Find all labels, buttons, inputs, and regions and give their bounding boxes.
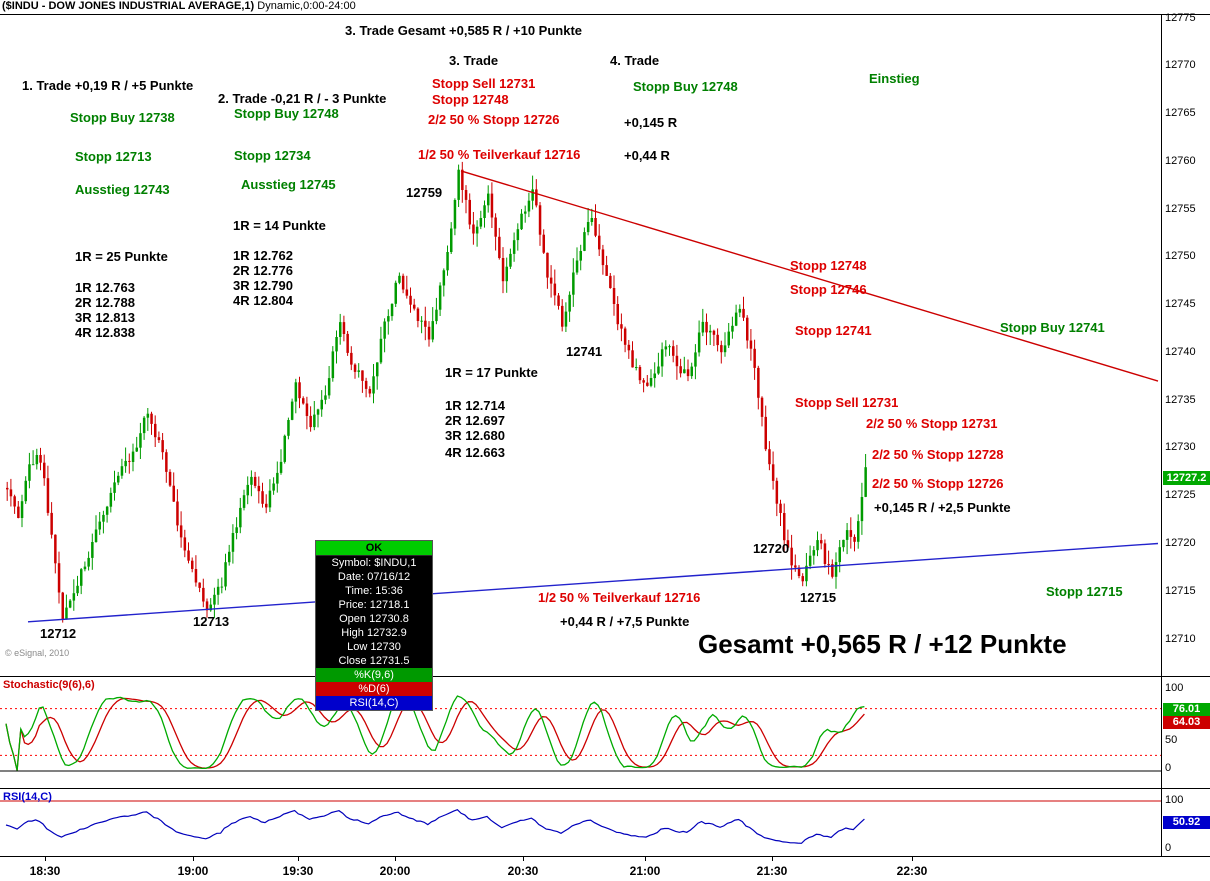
price-tick-label: 12715	[1165, 584, 1196, 597]
time-tick	[193, 857, 194, 861]
info-window-row: Close 12731.5	[338, 655, 410, 667]
main-chart-panel[interactable]	[0, 15, 1161, 676]
info-window-row: High 12732.9	[341, 627, 407, 639]
time-tick	[298, 857, 299, 861]
price-tick-label: 12740	[1165, 345, 1196, 358]
stochastic-chart[interactable]	[0, 677, 1161, 788]
stoch-scale-label: 100	[1165, 682, 1184, 694]
time-tick-label: 18:30	[29, 864, 61, 878]
info-window-row: Symbol: $INDU,1	[331, 557, 417, 569]
rsi-scale-label: 0	[1165, 842, 1172, 854]
info-window-k-row: %K(9,6)	[316, 668, 432, 682]
info-window-rsi-row: RSI(14,C)	[316, 696, 432, 710]
time-tick	[645, 857, 646, 861]
price-tick-label: 12720	[1165, 536, 1196, 549]
time-tick	[45, 857, 46, 861]
time-axis[interactable]: 18:30 19:00 19:30 20:00 20:30 21:00 21:30 22:30	[0, 857, 1210, 881]
time-tick	[912, 857, 913, 861]
price-tick-label: 12735	[1165, 393, 1196, 406]
price-tick-label: 12730	[1165, 441, 1196, 454]
price-tick-label: 12750	[1165, 250, 1196, 263]
stoch-scale-label: 50	[1165, 734, 1178, 746]
rsi-chart[interactable]	[0, 789, 1161, 856]
info-window-d-row: %D(6)	[316, 682, 432, 696]
rsi-panel[interactable]: RSI(14,C)	[0, 789, 1161, 856]
time-tick-label: 19:30	[282, 864, 314, 878]
chart-title-mode: Dynamic,0:00-24:00	[254, 0, 356, 12]
info-window-row: Open 12730.8	[339, 613, 409, 625]
info-window-header[interactable]: OK	[316, 541, 432, 556]
stochastic-panel[interactable]: Stochastic(9(6),6)	[0, 677, 1161, 788]
price-tick-label: 12765	[1165, 107, 1196, 120]
stoch-d-badge: 64.03	[1163, 716, 1210, 729]
info-window-row: Time: 15:36	[345, 585, 403, 597]
price-tick-label: 12755	[1165, 202, 1196, 215]
price-tick-label: 12710	[1165, 632, 1196, 645]
candlestick-chart[interactable]	[0, 15, 1161, 676]
time-tick	[523, 857, 524, 861]
price-tick-label: 12775	[1165, 11, 1196, 24]
time-tick-label: 19:00	[177, 864, 209, 878]
time-tick-label: 21:30	[756, 864, 788, 878]
price-tick-label: 12725	[1165, 489, 1196, 502]
chart-title-symbol: ($INDU - DOW JONES INDUSTRIAL AVERAGE,1)	[2, 0, 255, 12]
rsi-value-badge: 50.92	[1163, 816, 1210, 829]
panel-separator	[0, 676, 1210, 677]
panel-separator	[0, 856, 1210, 857]
info-window-row: Date: 07/16/12	[337, 571, 411, 583]
rsi-label[interactable]: RSI(14,C)	[3, 791, 52, 803]
time-tick	[772, 857, 773, 861]
price-axis[interactable]: 12727.2 76.01 64.03 50.92 12775 12770 1276…	[1161, 11, 1210, 857]
panel-separator	[0, 788, 1210, 789]
stoch-scale-label: 0	[1165, 762, 1172, 774]
price-tick-label: 12770	[1165, 59, 1196, 72]
info-window-row: Low 12730	[347, 641, 401, 653]
time-tick-label: 20:00	[379, 864, 411, 878]
info-window-row: Price: 12718.1	[338, 599, 410, 611]
stochastic-label[interactable]: Stochastic(9(6),6)	[3, 679, 95, 691]
price-tick-label: 12760	[1165, 154, 1196, 167]
panel-separator	[0, 14, 1210, 15]
time-tick-label: 20:30	[507, 864, 539, 878]
info-window-rows: Symbol: $INDU,1 Date: 07/16/12 Time: 15:36…	[316, 556, 432, 668]
time-tick-label: 21:00	[629, 864, 661, 878]
stoch-k-badge: 76.01	[1163, 703, 1210, 716]
chart-title: ($INDU - DOW JONES INDUSTRIAL AVERAGE,1)…	[0, 0, 1161, 14]
time-tick-label: 22:30	[896, 864, 928, 878]
info-window[interactable]: OK Symbol: $INDU,1 Date: 07/16/12 Time: 15…	[315, 540, 433, 711]
price-tick-label: 12745	[1165, 298, 1196, 311]
time-tick	[395, 857, 396, 861]
current-price-badge: 12727.2	[1163, 471, 1210, 485]
rsi-scale-label: 100	[1165, 794, 1184, 806]
